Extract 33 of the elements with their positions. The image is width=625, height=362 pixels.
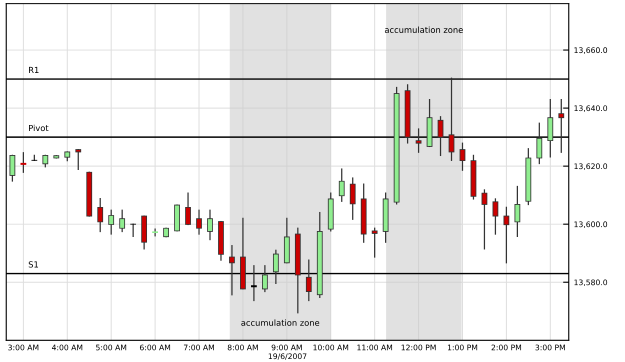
candlestick: [372, 228, 378, 258]
candlestick: [350, 177, 356, 220]
candlestick: [460, 142, 466, 171]
candlestick: [504, 206, 510, 264]
candlestick: [185, 192, 191, 226]
candlestick: [75, 148, 82, 170]
candlestick: [10, 154, 16, 182]
candlestick: [262, 265, 268, 292]
candlestick: [448, 78, 454, 161]
candlestick: [536, 122, 542, 164]
candlestick: [108, 210, 114, 235]
candlestick: [31, 154, 38, 161]
candlestick: [306, 260, 312, 302]
candlestick: [338, 168, 345, 202]
band-label: accumulation zone: [241, 319, 320, 326]
candlestick: [119, 210, 126, 232]
candlestick: [207, 210, 213, 240]
candlestick: [272, 250, 279, 284]
candlestick: [514, 186, 520, 238]
candlestick: [196, 210, 202, 235]
band-label: accumulation zone: [384, 26, 463, 33]
ref-line-label: R1: [29, 66, 39, 73]
candlestick: [42, 154, 48, 168]
candlestick: [438, 116, 444, 156]
candlestick: [97, 198, 104, 232]
candlestick: [482, 189, 488, 250]
candlestick: [547, 99, 554, 158]
ref-line-label: Pivot: [29, 124, 48, 132]
candlestick: [416, 128, 422, 153]
candlestick: [229, 245, 235, 296]
ref-line-label: S1: [28, 261, 38, 268]
candlestick: [492, 198, 498, 235]
candlestick: [20, 152, 26, 173]
